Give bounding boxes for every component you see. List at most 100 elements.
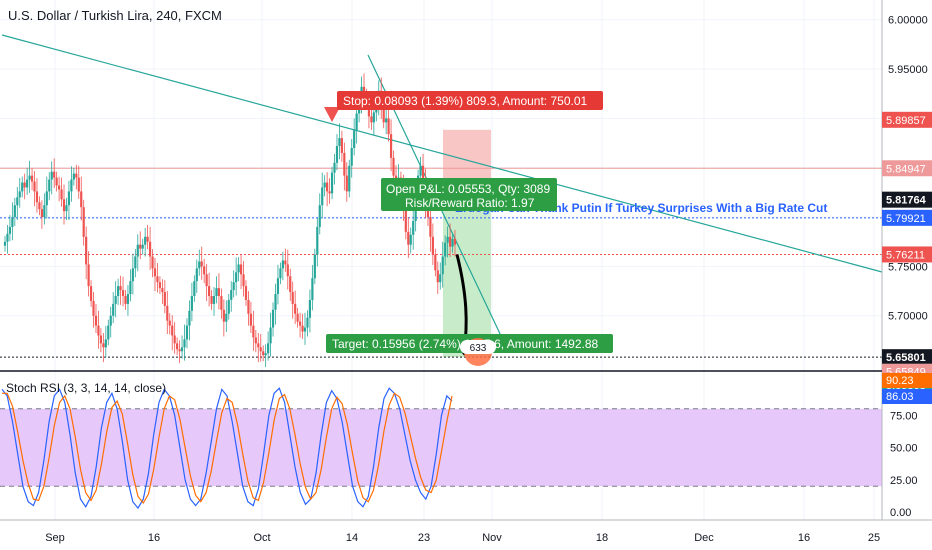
candle-body xyxy=(195,268,198,282)
candle-body xyxy=(407,231,410,245)
candle-body xyxy=(276,278,280,295)
candle-body xyxy=(345,175,348,192)
candle-body xyxy=(311,278,314,300)
chart-title: U.S. Dollar / Turkish Lira, 240, FXCM xyxy=(8,8,222,23)
candle-body xyxy=(92,300,95,316)
candle-body xyxy=(409,234,412,245)
rsi-value: 86.03 xyxy=(886,391,914,403)
candle-body xyxy=(210,296,213,304)
candle-body xyxy=(389,134,393,158)
candle-body xyxy=(144,236,147,245)
candle-body xyxy=(239,264,243,275)
candle-body xyxy=(242,274,245,287)
candle-body xyxy=(57,185,61,190)
candle-body xyxy=(53,171,56,178)
candle-body xyxy=(286,264,289,277)
candle-body xyxy=(448,236,452,247)
candle-body xyxy=(274,294,277,310)
candle-body xyxy=(350,148,353,166)
candle-body xyxy=(296,313,299,322)
candle-body xyxy=(284,260,287,265)
candle-body xyxy=(62,199,66,212)
candle-body xyxy=(222,309,225,322)
candle-body xyxy=(185,325,189,340)
candle-body xyxy=(230,290,233,300)
candle-body xyxy=(124,296,127,304)
candle-body xyxy=(8,226,12,234)
price-label-box xyxy=(882,191,932,208)
candle-body xyxy=(97,325,100,336)
candle-body xyxy=(237,264,240,273)
grid xyxy=(0,0,882,520)
candle-body xyxy=(249,313,253,326)
candle-body xyxy=(3,241,7,246)
candle-body xyxy=(18,191,21,198)
price-label-box xyxy=(882,209,932,226)
candle-body xyxy=(109,315,112,326)
candle-body xyxy=(212,296,216,304)
candle-body xyxy=(370,116,373,123)
candle-body xyxy=(102,343,105,348)
candle-body xyxy=(45,191,48,206)
candle-body xyxy=(200,261,203,267)
candle-body xyxy=(126,294,130,304)
price-label-box xyxy=(882,111,932,128)
candle-body xyxy=(244,286,248,300)
candle-body xyxy=(294,303,297,314)
candle-body xyxy=(207,286,211,296)
candle-body xyxy=(335,146,339,163)
candle-body xyxy=(40,209,43,218)
candle-body xyxy=(13,205,16,218)
rsi-y-tick: 50.00 xyxy=(890,443,918,455)
x-tick-label: Dec xyxy=(694,532,714,544)
candle-body xyxy=(85,236,88,265)
candle-body xyxy=(453,238,457,245)
candle-body xyxy=(112,303,115,316)
candle-body xyxy=(82,207,85,237)
candle-body xyxy=(119,286,122,291)
badge-count: 633 xyxy=(470,343,487,354)
y-tick-label: 6.00000 xyxy=(888,15,928,27)
candle-body xyxy=(136,244,139,257)
candle-body xyxy=(362,86,366,95)
candle-body xyxy=(259,347,262,352)
candle-body xyxy=(372,112,375,123)
stop-label-box xyxy=(337,91,603,110)
candle-body xyxy=(158,282,162,289)
price-label-box xyxy=(882,246,932,263)
candle-body xyxy=(75,173,78,178)
candle-body xyxy=(151,256,154,269)
x-tick-label: Oct xyxy=(253,532,270,544)
candle-body xyxy=(392,157,395,176)
candle-body xyxy=(33,181,36,192)
candle-body xyxy=(264,353,267,356)
candle-body xyxy=(348,165,351,192)
candle-body xyxy=(340,138,343,153)
candle-body xyxy=(193,281,196,296)
candle-body xyxy=(321,187,324,206)
candle-body xyxy=(333,162,336,173)
candle-body xyxy=(26,179,29,188)
candle-body xyxy=(180,347,184,352)
candle-body xyxy=(139,244,142,249)
candle-body xyxy=(217,288,221,296)
candle-body xyxy=(50,171,53,180)
candle-body xyxy=(89,286,93,301)
candle-body xyxy=(298,321,302,326)
candle-body xyxy=(247,299,250,314)
pnl-line1: Open P&L: 0.05553, Qty: 3089 xyxy=(386,182,550,196)
x-tick-label: 23 xyxy=(418,532,430,544)
candle-body xyxy=(382,108,385,123)
candle-body xyxy=(80,191,83,208)
candle-body xyxy=(291,292,294,304)
x-tick-label: 14 xyxy=(346,532,358,544)
candle-body xyxy=(262,351,265,356)
pnl-box xyxy=(381,178,557,211)
x-tick-label: Nov xyxy=(482,532,502,544)
candle-body xyxy=(35,191,39,203)
price-label: 5.65801 xyxy=(886,352,926,364)
stoch-rsi-panel xyxy=(0,387,882,510)
candle-body xyxy=(153,268,157,277)
candle-body xyxy=(232,282,235,291)
horizontal-lines xyxy=(0,167,882,358)
